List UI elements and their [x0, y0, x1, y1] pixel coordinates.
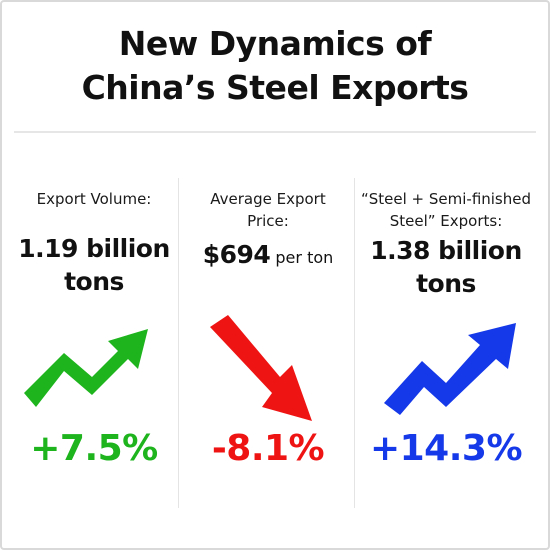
- title-line-2: China’s Steel Exports: [81, 68, 469, 107]
- metric-label-line-1: “Steel + Semi-finished: [360, 190, 532, 208]
- metric-label-line-2: Steel” Exports:: [389, 212, 503, 230]
- trend-up-arrow-icon: [24, 329, 148, 407]
- metric-export-volume: Export Volume: 1.19 billion tons +7.5%: [6, 170, 182, 510]
- metric-value: 1.19 billion tons: [6, 234, 182, 297]
- metric-value: $694 per ton: [180, 240, 356, 273]
- metric-label-line-2: Price:: [247, 212, 289, 230]
- metric-value-unit: billion: [429, 236, 522, 265]
- column-separator: [178, 178, 179, 508]
- column-separator: [354, 178, 355, 508]
- page-title: New Dynamics of China’s Steel Exports: [0, 22, 550, 110]
- arrow-shape: [24, 329, 148, 407]
- metric-change-percent: +14.3%: [369, 428, 523, 469]
- arrow-shape: [210, 315, 312, 421]
- title-line-1: New Dynamics of: [118, 24, 432, 63]
- metric-label: Export Volume:: [6, 188, 182, 210]
- metric-value-number: $694: [202, 240, 271, 269]
- metric-steel-semifinished: “Steel + Semi-finished Steel” Exports: 1…: [358, 170, 534, 510]
- metric-value-unit: billion: [77, 234, 170, 263]
- metric-label: “Steel + Semi-finished Steel” Exports:: [358, 188, 534, 232]
- metric-value-number: 1.38: [370, 236, 430, 265]
- trend-up-arrow-icon: [384, 323, 516, 415]
- metric-value-unit-line-2: tons: [64, 267, 124, 296]
- metric-average-price: Average Export Price: $694 per ton -8.1%: [180, 170, 356, 510]
- metric-label-line-1: Average Export: [210, 190, 326, 208]
- metric-value-number: 1.19: [18, 234, 78, 263]
- metric-change-percent: -8.1%: [211, 428, 325, 469]
- title-divider: [14, 131, 536, 133]
- arrow-shape: [384, 323, 516, 415]
- metric-value-unit: per ton: [270, 248, 334, 267]
- trend-down-arrow-icon: [210, 315, 312, 421]
- metric-label: Average Export Price:: [180, 188, 356, 232]
- metric-value-unit-line-2: tons: [416, 269, 476, 298]
- metric-value: 1.38 billion tons: [358, 236, 534, 299]
- metric-change-percent: +7.5%: [30, 428, 158, 469]
- metric-label-line-1: Export Volume:: [36, 190, 152, 208]
